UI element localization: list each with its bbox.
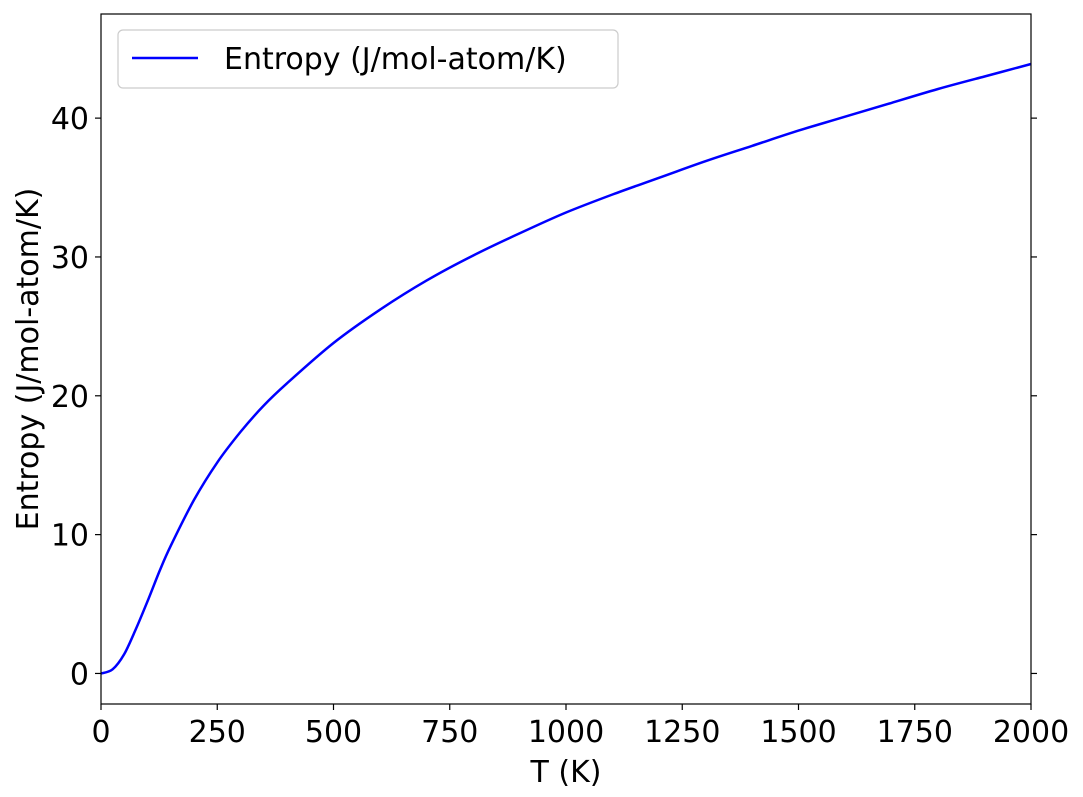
- legend: Entropy (J/mol-atom/K): [117, 29, 619, 89]
- y-tick-label: 40: [51, 102, 89, 137]
- x-tick-label: 1250: [644, 715, 720, 750]
- x-axis-label: T (K): [530, 755, 602, 790]
- x-tick-label: 2000: [993, 715, 1069, 750]
- y-tick-label: 20: [51, 380, 89, 415]
- y-axis-label: Entropy (J/mol-atom/K): [11, 188, 46, 531]
- legend-box: [117, 29, 619, 89]
- legend-label-entropy: Entropy (J/mol-atom/K): [224, 42, 567, 77]
- y-tick-label: 0: [70, 657, 89, 692]
- x-tick-label: 500: [305, 715, 362, 750]
- series-group: [100, 62, 1032, 675]
- x-axis: 0 250 500 750 1000 1250 1500 1750 2000: [91, 704, 1069, 750]
- y-tick-label: 10: [51, 519, 89, 554]
- x-tick-label: 1500: [760, 715, 836, 750]
- series-line-entropy: [100, 62, 1032, 675]
- x-tick-label: 1000: [528, 715, 604, 750]
- x-tick-label: 0: [91, 715, 110, 750]
- x-tick-label: 1750: [877, 715, 953, 750]
- y-tick-label: 30: [51, 241, 89, 276]
- x-tick-label: 250: [189, 715, 246, 750]
- plot-area: [101, 14, 1031, 704]
- x-tick-label: 750: [421, 715, 478, 750]
- y-axis: 0 10 20 30 40: [51, 102, 1037, 692]
